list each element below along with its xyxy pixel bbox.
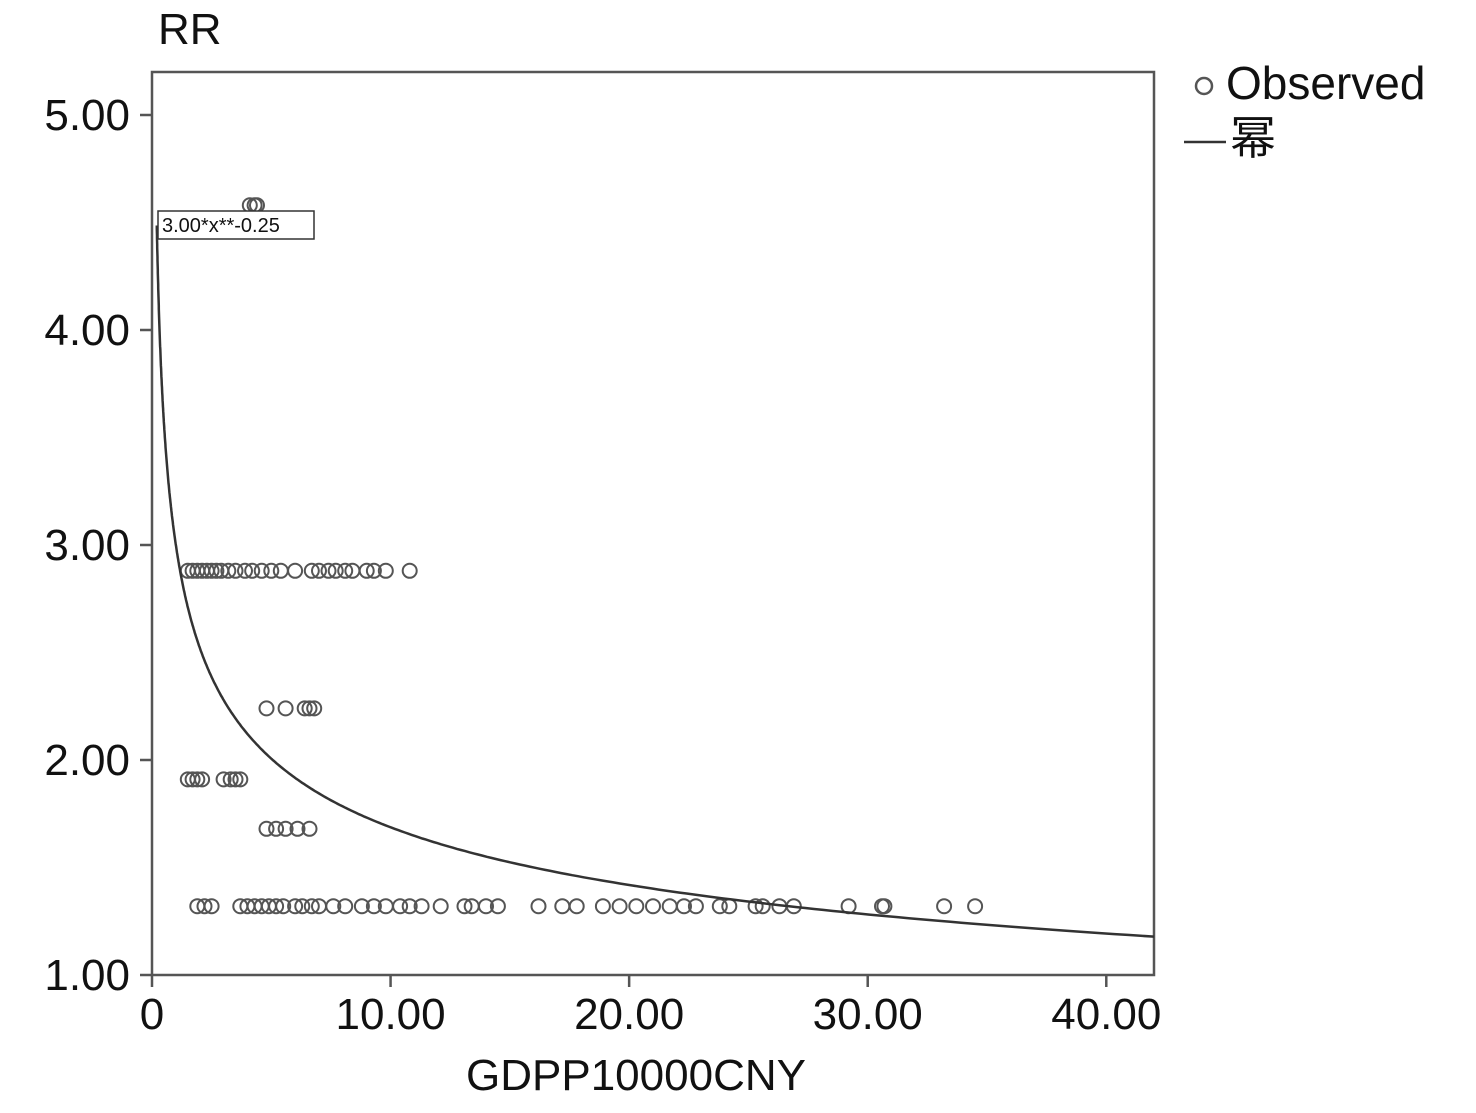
x-tick-label: 40.00	[1051, 990, 1161, 1039]
data-point	[306, 700, 323, 717]
data-point	[661, 898, 678, 915]
data-point	[628, 898, 645, 915]
data-point	[268, 898, 285, 915]
data-point	[203, 562, 220, 579]
data-point	[936, 898, 953, 915]
data-point	[311, 562, 327, 579]
data-point	[721, 898, 738, 915]
data-point	[594, 898, 611, 915]
fit-annotation-box	[157, 210, 315, 240]
data-point	[268, 820, 285, 837]
data-point	[301, 820, 318, 837]
data-point	[645, 898, 661, 915]
data-point	[365, 562, 382, 579]
data-point	[754, 898, 771, 915]
data-point	[611, 898, 628, 915]
data-point	[263, 562, 280, 579]
data-point	[277, 820, 294, 837]
legend: Observed 幂	[1184, 57, 1425, 164]
data-point	[220, 562, 237, 579]
data-point	[392, 898, 409, 915]
data-point	[327, 562, 344, 579]
data-point	[301, 700, 318, 717]
data-point	[208, 562, 225, 579]
data-point	[287, 898, 304, 915]
data-point	[967, 898, 984, 915]
data-point	[337, 898, 354, 915]
data-point	[530, 898, 547, 915]
legend-observed-marker	[1194, 76, 1214, 96]
data-point	[258, 820, 275, 837]
plot-frame	[150, 70, 1156, 977]
legend-fit-label: 幂	[1230, 112, 1276, 164]
data-point	[296, 700, 313, 717]
data-point	[303, 898, 320, 915]
data-point	[358, 562, 375, 579]
data-point	[320, 562, 337, 579]
y-tick-label: 2.00	[44, 736, 130, 785]
data-point	[203, 898, 220, 915]
data-point	[294, 898, 311, 915]
data-point	[289, 820, 306, 837]
x-tick-label: 30.00	[813, 990, 923, 1039]
data-point	[227, 562, 244, 579]
data-point	[272, 562, 289, 579]
fit-annotation: 3.00*x**-0.25	[157, 210, 315, 240]
y-tick-label: 4.00	[44, 306, 130, 355]
observed-points	[179, 197, 984, 915]
data-point	[325, 898, 342, 915]
data-point	[244, 562, 261, 579]
data-point	[258, 700, 275, 717]
x-tick-label: 20.00	[574, 990, 684, 1039]
legend-observed-label: Observed	[1226, 57, 1425, 109]
data-point	[432, 898, 449, 915]
data-point	[676, 898, 692, 915]
data-point	[456, 898, 473, 915]
data-point	[687, 898, 704, 915]
data-point	[184, 771, 201, 788]
data-point	[568, 898, 585, 915]
data-point	[401, 898, 418, 915]
data-point	[194, 771, 211, 788]
x-tick-label: 10.00	[336, 990, 446, 1039]
data-point	[876, 898, 893, 915]
data-point	[365, 898, 382, 915]
data-point	[287, 562, 304, 579]
data-point	[227, 771, 244, 788]
data-point	[277, 700, 294, 717]
data-point	[478, 898, 494, 915]
data-point	[401, 562, 418, 579]
data-point	[232, 771, 249, 788]
power-fit-curve	[155, 225, 1155, 938]
data-point	[303, 562, 320, 579]
y-tick-label: 5.00	[44, 91, 130, 140]
data-point	[189, 771, 206, 788]
data-point	[337, 562, 354, 579]
fit-annotation-text: 3.00*x**-0.25	[162, 215, 280, 237]
data-point	[413, 898, 430, 915]
data-point	[554, 898, 571, 915]
data-point	[253, 562, 270, 579]
data-point	[353, 898, 370, 915]
data-point	[237, 562, 253, 579]
data-point	[275, 898, 292, 915]
y-axis-title: RR	[158, 5, 222, 54]
data-point	[215, 771, 232, 788]
data-point	[377, 562, 394, 579]
data-point	[747, 898, 764, 915]
x-axis: 0 10.00 20.00 30.00 40.00	[140, 975, 1161, 1039]
data-point	[196, 898, 213, 915]
y-tick-label: 3.00	[44, 521, 130, 570]
y-tick-label: 1.00	[44, 951, 130, 1000]
x-axis-title: GDPP10000CNY	[466, 1051, 806, 1100]
data-point	[222, 771, 239, 788]
y-axis: 1.00 2.00 3.00 4.00 5.00	[44, 91, 152, 1000]
data-point	[489, 898, 506, 915]
x-tick-label: 0	[140, 990, 164, 1039]
